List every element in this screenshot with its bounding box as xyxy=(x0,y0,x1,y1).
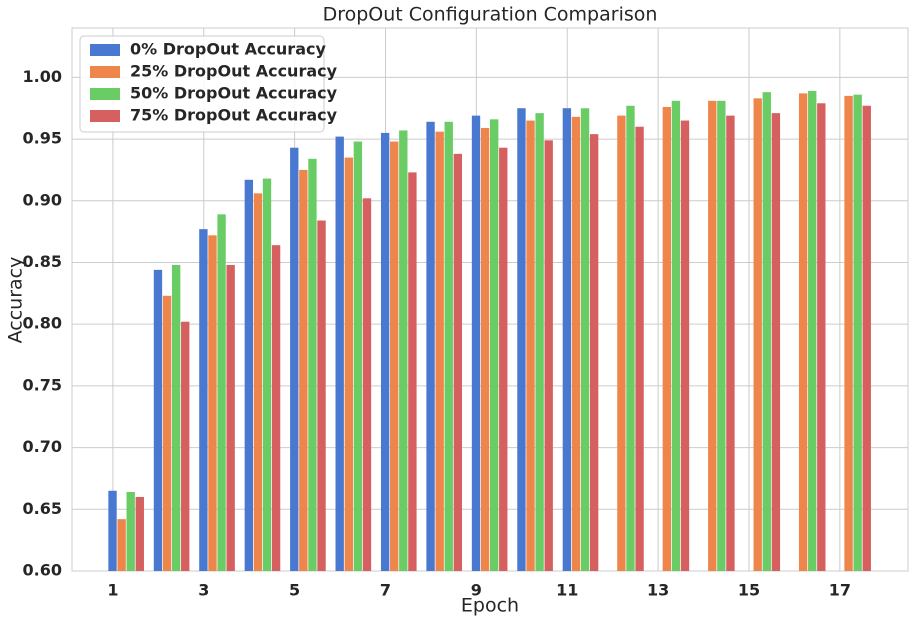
bar xyxy=(426,121,435,572)
bar xyxy=(380,132,390,572)
bar xyxy=(535,113,544,571)
bar xyxy=(171,264,181,571)
bar xyxy=(862,105,871,571)
x-tick-label: 7 xyxy=(380,581,391,600)
bar xyxy=(517,108,526,571)
bar xyxy=(253,193,263,572)
bar xyxy=(444,121,453,572)
bar xyxy=(290,147,299,571)
bar xyxy=(808,90,817,572)
bar xyxy=(635,126,644,572)
bar xyxy=(335,136,344,571)
legend-label: 75% DropOut Accuracy xyxy=(130,106,338,125)
bar xyxy=(617,115,626,571)
bar xyxy=(844,95,853,571)
bar xyxy=(771,113,781,571)
legend-swatch xyxy=(90,66,120,78)
x-tick-label: 1 xyxy=(107,581,118,600)
y-tick-label: 0.60 xyxy=(23,561,62,580)
x-tick-label: 5 xyxy=(289,581,300,600)
bar xyxy=(471,115,481,571)
bar xyxy=(399,130,408,571)
x-tick-label: 13 xyxy=(647,581,669,600)
legend-label: 0% DropOut Accuracy xyxy=(130,40,326,59)
bar xyxy=(762,92,771,571)
bar xyxy=(117,519,126,571)
bar xyxy=(317,220,326,571)
bar xyxy=(153,269,163,571)
bar xyxy=(753,98,762,571)
y-axis-label: Accuracy xyxy=(5,257,27,344)
legend-swatch xyxy=(90,110,120,122)
legend-label: 25% DropOut Accuracy xyxy=(130,62,338,81)
bar xyxy=(817,103,826,572)
bar xyxy=(798,93,808,572)
bar xyxy=(217,214,226,572)
bar xyxy=(853,94,862,572)
bar xyxy=(589,134,599,571)
bar xyxy=(308,158,317,571)
y-tick-label: 0.80 xyxy=(23,314,62,333)
y-tick-label: 0.95 xyxy=(23,129,62,148)
bar xyxy=(262,178,272,572)
x-tick-label: 9 xyxy=(471,581,482,600)
bar xyxy=(662,106,672,572)
bar xyxy=(108,490,117,571)
bar xyxy=(344,157,353,572)
bar xyxy=(571,116,581,571)
y-tick-label: 0.90 xyxy=(23,190,62,209)
bar xyxy=(626,105,635,571)
bar xyxy=(362,198,372,571)
bar xyxy=(353,141,363,571)
legend-label: 50% DropOut Accuracy xyxy=(130,84,338,103)
bar xyxy=(299,169,308,571)
bar xyxy=(453,153,463,572)
legend-swatch xyxy=(90,88,120,100)
y-tick-label: 0.70 xyxy=(23,437,62,456)
bar xyxy=(435,131,444,571)
bar xyxy=(708,100,717,571)
bar xyxy=(671,100,681,571)
x-tick-label: 3 xyxy=(198,581,209,600)
x-tick-label: 15 xyxy=(738,581,760,600)
bar xyxy=(562,108,572,571)
bar xyxy=(526,120,535,571)
bar xyxy=(135,496,144,571)
y-tick-label: 0.85 xyxy=(23,252,62,271)
bar xyxy=(408,172,417,571)
bar xyxy=(244,179,254,571)
x-axis-label: Epoch xyxy=(461,595,519,617)
bar xyxy=(680,120,690,571)
bar xyxy=(726,115,735,571)
chart-title: DropOut Configuration Comparison xyxy=(323,4,658,26)
bar xyxy=(126,492,135,571)
bar xyxy=(271,245,281,571)
legend-swatch xyxy=(90,44,120,56)
bar xyxy=(499,147,508,571)
y-tick-label: 0.75 xyxy=(23,375,62,394)
bar xyxy=(208,235,217,571)
bar xyxy=(717,100,726,571)
bar xyxy=(390,141,399,571)
bar xyxy=(226,264,235,571)
bar xyxy=(490,119,499,571)
bar xyxy=(544,140,553,571)
bar xyxy=(181,321,190,571)
bar xyxy=(480,127,490,571)
x-tick-label: 11 xyxy=(556,581,578,600)
y-tick-label: 0.65 xyxy=(23,499,62,518)
legend-box xyxy=(79,35,325,133)
bar xyxy=(162,295,172,571)
bar xyxy=(199,229,208,572)
x-tick-label: 17 xyxy=(829,581,851,600)
y-tick-label: 1.00 xyxy=(23,67,62,86)
bar xyxy=(580,108,590,571)
